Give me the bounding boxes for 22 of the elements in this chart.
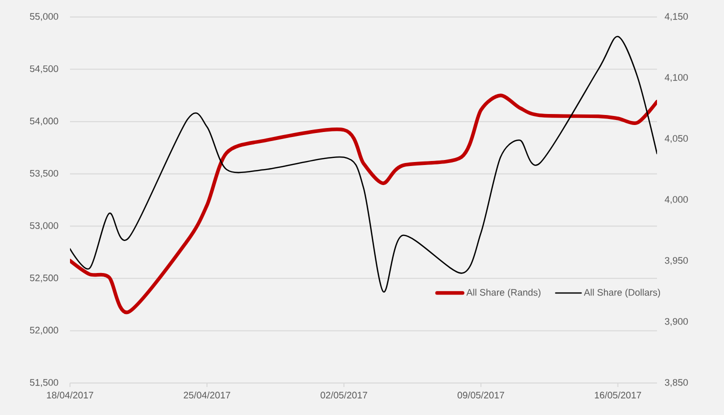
y-tick-label: 55,000: [30, 13, 58, 21]
legend-label: All Share (Rands): [466, 288, 540, 298]
y2-tick-label: 4,050: [664, 135, 688, 143]
x-tick-label: 25/04/2017: [184, 392, 230, 398]
legend-label: All Share (Dollars): [584, 288, 660, 298]
y-tick-label: 52,000: [30, 326, 58, 335]
y2-tick-label: 4,000: [664, 196, 688, 204]
y-tick-label: 51,500: [30, 379, 58, 387]
y-tick-label: 54,500: [30, 65, 58, 74]
x-tick-label: 02/05/2017: [320, 392, 368, 398]
y-tick-label: 53,500: [30, 170, 58, 178]
x-tick-label: 16/05/2017: [594, 392, 642, 398]
y2-tick-label: 4,100: [664, 74, 688, 82]
y-tick-label: 52,500: [30, 274, 58, 282]
x-tick-label: 09/05/2017: [458, 392, 504, 398]
y-tick-label: 54,000: [30, 118, 58, 126]
y2-tick-label: 3,900: [664, 318, 688, 326]
y2-tick-label: 3,850: [664, 379, 688, 387]
y-tick-label: 53,000: [30, 222, 58, 230]
y2-tick-label: 4,150: [664, 13, 688, 21]
y2-tick-label: 3,950: [664, 257, 688, 265]
x-tick-label: 18/04/2017: [47, 392, 94, 398]
